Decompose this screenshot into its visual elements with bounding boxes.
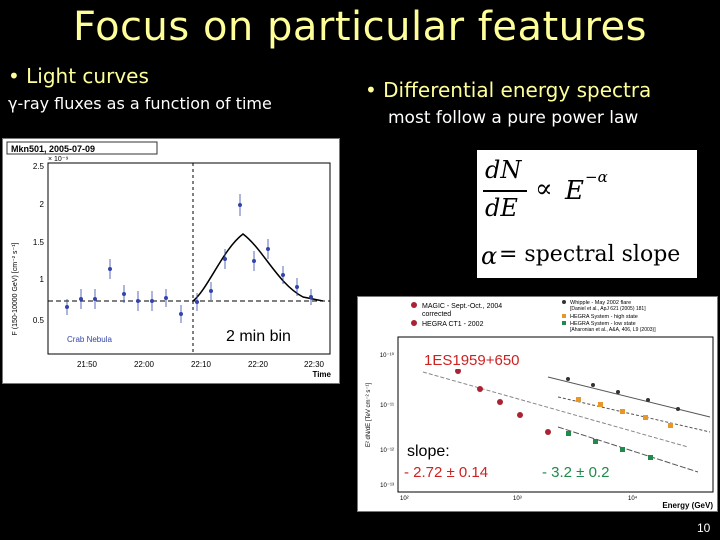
eq-slope-definition: = spectral slope <box>499 242 681 267</box>
whipple-point <box>676 407 680 411</box>
spectrum-ytick-2: 10⁻¹² <box>380 448 394 454</box>
spectrum-yticks: 10⁻¹⁰ 10⁻¹¹ 10⁻¹² 10⁻¹³ <box>380 352 395 489</box>
lc-crab-label: Crab Nebula <box>67 335 112 344</box>
lc-ylabel: F (150-10000 GeV) [cm⁻² s⁻¹] <box>12 242 19 335</box>
fit-line-hegra-low <box>557 426 699 473</box>
lc-fit-curve <box>192 233 324 302</box>
magic-point <box>545 429 551 435</box>
spectrum-whipple-points <box>566 377 680 411</box>
eq-alpha: α <box>481 242 498 270</box>
fit-line-hegra-high <box>557 396 711 433</box>
lc-xtick-2: 22:10 <box>191 360 212 369</box>
whipple-point <box>616 390 620 394</box>
legend-whipple: Whipple - May 2002 flare <box>570 300 631 306</box>
spectrum-frame <box>397 336 714 493</box>
slide-number: 10 <box>697 521 711 535</box>
slope-label: slope: <box>405 443 452 461</box>
lc-header-box <box>6 141 158 155</box>
hegra-high-point <box>598 402 603 407</box>
energy-spectra-subtitle: most follow a pure power law <box>388 108 639 128</box>
lc-ytick-3: 2 <box>40 200 45 209</box>
lc-data-points <box>65 194 313 323</box>
power-law-equation: dN dE ∝ E −α α = spectral slope <box>477 150 697 278</box>
hegra-high-point <box>668 423 673 428</box>
spectrum-svg: MAGIC - Sept.-Oct., 2004 corrected HEGRA… <box>366 300 714 510</box>
hegra-high-point <box>576 397 581 402</box>
eq-proportional: ∝ <box>535 174 553 204</box>
spectrum-ylabel: E² dN/dE [TeV cm⁻² s⁻¹] <box>366 383 372 448</box>
eq-energy: E <box>565 176 584 206</box>
legend-whipple-marker <box>562 300 566 304</box>
eq-exponent: −α <box>585 168 608 186</box>
eq-numerator: dN <box>485 156 522 184</box>
hegra-low-point <box>648 455 653 460</box>
legend-magic-marker <box>411 302 417 308</box>
source-name: 1ES1959+650 <box>422 352 522 369</box>
light-curve-svg: Mkn501, 2005-07-09 × 10⁻⁹ F (150-10000 G… <box>6 141 332 379</box>
lc-xtick-4: 22:30 <box>304 360 325 369</box>
legend-hegra-high-marker <box>562 314 566 318</box>
lc-xlabel: Time <box>312 370 331 379</box>
spectrum-xticks: 10² 10³ 10⁴ <box>400 495 638 502</box>
legend-hegra-low: HEGRA System - low state <box>570 321 636 327</box>
lc-header: Mkn501, 2005-07-09 <box>11 144 95 154</box>
lc-yticks: 0.5 1 1.5 2 2.5 <box>33 162 45 325</box>
spectrum-hegra-high-points <box>576 397 673 428</box>
legend-magic-corrected: corrected <box>422 311 451 318</box>
spectrum-ytick-3: 10⁻¹³ <box>380 483 394 489</box>
legend-whipple-ref: [Daniel et al., ApJ 621 (2005) 181] <box>570 306 646 312</box>
light-curves-subtitle: γ-ray fluxes as a function of time <box>8 94 272 113</box>
legend-hegra-high: HEGRA System - high state <box>570 314 638 320</box>
eq-denominator: dE <box>485 194 518 222</box>
spectrum-ytick-1: 10⁻¹¹ <box>380 403 394 409</box>
spectrum-xlabel: Energy (GeV) <box>662 501 713 510</box>
eq-fraction-bar <box>483 190 527 192</box>
magic-point <box>517 412 523 418</box>
magic-point <box>455 368 461 374</box>
spectrum-xtick-0: 10² <box>400 496 409 502</box>
lc-xtick-1: 22:00 <box>134 360 155 369</box>
spectrum-magic-points <box>435 360 551 435</box>
bullet-energy-spectra: • Differential energy spectra <box>365 78 652 102</box>
hegra-high-point <box>620 409 625 414</box>
slope-hegra: - 3.2 ± 0.2 <box>540 464 612 481</box>
spectrum-xtick-2: 10⁴ <box>628 495 638 502</box>
slope-magic: - 2.72 ± 0.14 <box>402 464 491 481</box>
hegra-low-point <box>566 431 571 436</box>
bin-label: 2 min bin <box>224 328 293 346</box>
legend-hegra-ref: [Aharonian et al., A&A, 406, L9 (2003)] <box>570 327 656 333</box>
fit-line-whipple <box>547 376 711 418</box>
lc-frame <box>47 162 331 355</box>
magic-point <box>497 399 503 405</box>
spectrum-xtick-1: 10³ <box>513 496 522 502</box>
lc-ytick-4: 2.5 <box>33 162 45 171</box>
spectrum-ytick-0: 10⁻¹⁰ <box>380 352 395 359</box>
bullet-light-curves: • Light curves <box>8 64 149 88</box>
magic-point <box>477 386 483 392</box>
lc-xticks: 21:50 22:00 22:10 22:20 22:30 <box>77 360 325 369</box>
whipple-point <box>646 398 650 402</box>
whipple-point <box>566 377 570 381</box>
hegra-low-point <box>620 447 625 452</box>
lc-xtick-3: 22:20 <box>248 360 269 369</box>
legend-magic: MAGIC - Sept.-Oct., 2004 <box>422 303 502 310</box>
slide-title: Focus on particular features <box>72 4 648 50</box>
lc-xtick-0: 21:50 <box>77 360 98 369</box>
legend-hegra-low-marker <box>562 321 566 325</box>
spectrum-plot: MAGIC - Sept.-Oct., 2004 corrected HEGRA… <box>357 296 718 512</box>
legend-hegra-ct1-marker <box>411 320 417 326</box>
spectrum-hegra-low-points <box>566 431 653 460</box>
lc-ytick-1: 1 <box>40 275 45 284</box>
lc-ytick-0: 0.5 <box>33 316 45 325</box>
light-curve-plot: Mkn501, 2005-07-09 × 10⁻⁹ F (150-10000 G… <box>2 138 340 384</box>
lc-exponent: × 10⁻⁹ <box>48 156 69 163</box>
lc-ytick-2: 1.5 <box>33 238 45 247</box>
fit-line-magic <box>422 371 689 448</box>
hegra-high-point <box>643 415 648 420</box>
whipple-point <box>591 383 595 387</box>
legend-hegra-ct1: HEGRA CT1 - 2002 <box>422 321 484 328</box>
hegra-low-point <box>593 439 598 444</box>
